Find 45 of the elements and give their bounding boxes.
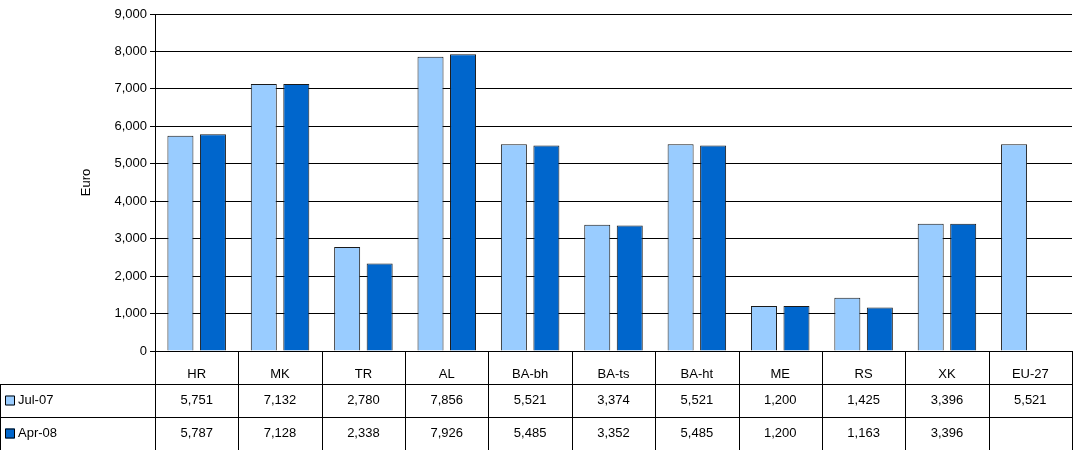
- data-label: 7,128: [263, 425, 297, 441]
- x-tick-label: MK: [270, 366, 291, 382]
- y-tick-label: 0: [139, 342, 147, 358]
- x-tick-label: RS: [854, 366, 873, 382]
- x-tick-label: TR: [354, 366, 373, 382]
- y-tick-label: 7,000: [114, 80, 147, 96]
- y-tick-label: 9,000: [114, 5, 147, 21]
- data-label: 5,485: [680, 425, 714, 441]
- x-tick-label: HR: [187, 366, 207, 382]
- data-label: 3,396: [930, 425, 964, 441]
- x-tick-label: BA-bh: [512, 366, 549, 382]
- x-tick-label: XK: [938, 366, 956, 382]
- x-tick-label: ME: [770, 366, 791, 382]
- data-label: 2,780: [347, 392, 380, 408]
- data-label: 3,374: [597, 392, 630, 408]
- y-tick-label: 5,000: [114, 155, 147, 171]
- x-tick-label: BA-ht: [680, 366, 714, 382]
- y-tick-label: 8,000: [114, 43, 147, 59]
- y-tick-label: 4,000: [114, 192, 147, 208]
- data-label: 5,751: [180, 392, 213, 408]
- data-label: 7,926: [430, 425, 464, 441]
- data-label: 5,521: [1014, 392, 1047, 408]
- data-label: 5,521: [680, 392, 714, 408]
- y-tick-label: 3,000: [114, 230, 147, 246]
- data-label: 1,163: [847, 425, 880, 441]
- data-label: 5,787: [180, 425, 213, 441]
- data-label: 1,200: [763, 425, 797, 441]
- data-label: 5,485: [513, 425, 547, 441]
- data-label: 1,425: [847, 392, 880, 408]
- data-label: 5,521: [513, 392, 547, 408]
- x-tick-label: BA-ts: [597, 366, 630, 382]
- data-label: 7,856: [430, 392, 464, 408]
- data-label: 3,352: [597, 425, 630, 441]
- legend-label: Jul-07: [18, 392, 54, 408]
- data-label: 1,200: [763, 392, 797, 408]
- x-tick-label: EU-27: [1011, 366, 1049, 382]
- data-label: 7,132: [263, 392, 297, 408]
- data-label: 3,396: [930, 392, 964, 408]
- legend-label: Apr-08: [18, 425, 58, 441]
- x-tick-label: AL: [438, 366, 455, 382]
- y-tick-label: 6,000: [114, 117, 147, 133]
- y-tick-label: 1,000: [114, 305, 147, 321]
- data-label: 2,338: [347, 425, 380, 441]
- y-tick-label: 2,000: [114, 267, 147, 283]
- y-axis-title: Euro: [78, 168, 94, 197]
